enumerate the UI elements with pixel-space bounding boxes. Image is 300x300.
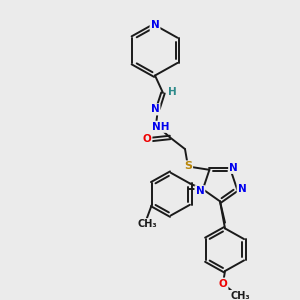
Text: CH₃: CH₃	[137, 219, 157, 229]
Text: H: H	[168, 87, 176, 97]
Text: NH: NH	[152, 122, 170, 132]
Text: S: S	[184, 161, 192, 172]
Text: N: N	[151, 20, 159, 30]
Text: N: N	[196, 186, 204, 196]
Text: N: N	[151, 104, 159, 114]
Text: N: N	[229, 163, 238, 173]
Text: CH₃: CH₃	[230, 291, 250, 300]
Text: O: O	[142, 134, 152, 144]
Text: N: N	[238, 184, 247, 194]
Text: O: O	[219, 279, 227, 289]
